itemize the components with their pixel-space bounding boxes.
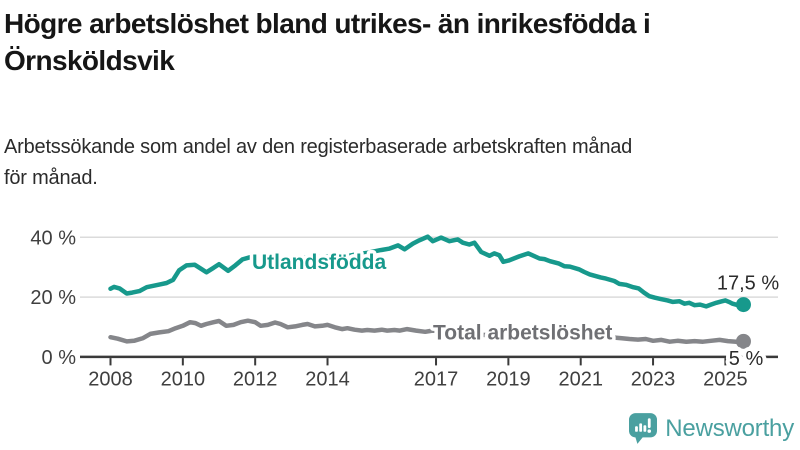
x-tick-label: 2019: [486, 369, 531, 391]
y-tick-label: 40 %: [30, 227, 76, 249]
x-tick-label: 2010: [161, 369, 206, 391]
title-line: Högre arbetslöshet bland utrikes- än inr…: [4, 8, 651, 39]
x-tick-label: 2021: [558, 369, 603, 391]
subtitle-line: för månad.: [4, 167, 98, 189]
x-tick-label: 2025: [703, 369, 748, 391]
chart-title: Högre arbetslöshet bland utrikes- än inr…: [4, 5, 796, 79]
branding: Newsworthy: [629, 413, 794, 445]
series-label: Utlandsfödda: [252, 251, 386, 274]
x-tick-label: 2023: [631, 369, 676, 391]
series-label: Total arbetslöshet: [433, 322, 612, 345]
branding-wordmark: Newsworthy: [665, 415, 794, 442]
x-tick-label: 2008: [88, 369, 133, 391]
series-line: [108, 318, 746, 344]
y-tick-label: 0 %: [42, 347, 77, 369]
x-tick-label: 2014: [305, 369, 350, 391]
end-dot: [735, 333, 751, 349]
y-tick-label: 20 %: [30, 287, 76, 309]
newsworthy-bar-chart-bubble-icon: [629, 413, 658, 444]
x-tick-label: 2012: [233, 369, 278, 391]
end-value-label: 17,5 %: [717, 273, 779, 295]
title-line: Örnsköldsvik: [4, 45, 175, 76]
series-line: [108, 234, 746, 309]
chart-subtitle: Arbetssökande som andel av den registerb…: [4, 132, 796, 194]
end-dot: [735, 297, 751, 313]
subtitle-line: Arbetssökande som andel av den registerb…: [4, 136, 633, 158]
x-tick-label: 2017: [414, 369, 459, 391]
end-value-label: 5 %: [729, 348, 764, 370]
